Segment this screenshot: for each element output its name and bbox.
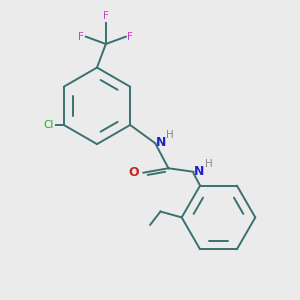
Text: F: F xyxy=(103,11,109,21)
Text: N: N xyxy=(156,136,166,149)
Text: H: H xyxy=(205,158,212,169)
Text: O: O xyxy=(128,166,139,179)
Text: Cl: Cl xyxy=(44,120,54,130)
Text: N: N xyxy=(194,165,204,178)
Text: F: F xyxy=(79,32,84,42)
Text: H: H xyxy=(167,130,174,140)
Text: F: F xyxy=(127,32,133,42)
